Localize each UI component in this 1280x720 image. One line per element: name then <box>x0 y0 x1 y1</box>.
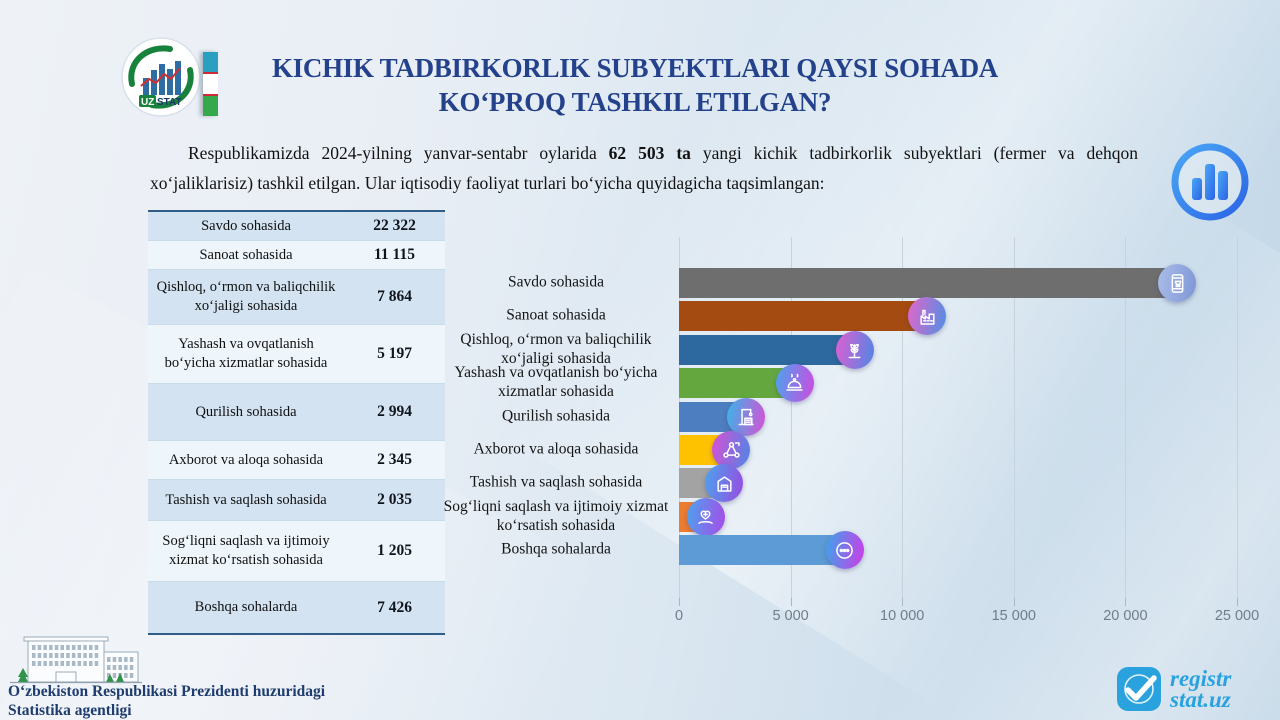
svg-text:UZ: UZ <box>141 97 154 108</box>
table-row-label: Sanoat sohasida <box>199 246 293 263</box>
table-row: Tashish va saqlash sohasida 2 035 <box>148 479 445 520</box>
uzbekistan-flag <box>203 52 218 116</box>
registr-wordmark: registr stat.uz <box>1170 665 1232 712</box>
gridline <box>1013 237 1015 598</box>
page-title-line2: KOʻPROQ TASHKIL ETILGAN? <box>438 86 832 117</box>
table-row-value: 2 035 <box>377 491 412 508</box>
table-row: Qishloq, oʻrmon va baliqchilik xoʻjaligi… <box>148 269 445 324</box>
axis-tick-label: 25 000 <box>1214 608 1260 624</box>
table-row-value: 2 994 <box>377 403 412 420</box>
uzstat-logo: UZ STAT <box>120 36 202 123</box>
bar-3 <box>679 334 855 365</box>
axis-tick-label: 10 000 <box>880 608 925 624</box>
category-label: Qishloq, oʻrmon va baliqchilik xoʻjaligi… <box>460 330 652 367</box>
agency-name-line2: Statistika agentligi <box>8 702 132 720</box>
gridline <box>1125 237 1127 598</box>
registr-statuz-logo: registr stat.uz <box>1116 666 1231 712</box>
table-row-label: Yashash va ovqatlanish boʻyicha xizmatla… <box>164 336 328 371</box>
table-row-value: 7 864 <box>377 288 412 305</box>
intro-paragraph: Respublikamizda 2024-yilning yanvar-sent… <box>150 138 1138 198</box>
table-row-label: Tashish va saqlash sohasida <box>165 491 327 508</box>
table-row-label: Qurilish sohasida <box>195 403 297 420</box>
table-row: Savdo sohasida 22 322 <box>148 212 445 240</box>
agency-name-line1: Oʻzbekiston Respublikasi Prezidenti huzu… <box>8 683 326 700</box>
intro-text: Respublikamizda 2024-yilning yanvar-sent… <box>188 143 609 163</box>
bar-2 <box>679 301 928 332</box>
network-icon <box>712 431 751 469</box>
table-row-label: Savdo sohasida <box>201 217 291 234</box>
table-row-value: 2 345 <box>377 451 412 468</box>
axis-tick-label: 0 <box>674 608 684 624</box>
table-row-label: Sogʻliqni saqlash va ijtimoiy xizmat koʻ… <box>162 533 330 568</box>
table-row: Yashash va ovqatlanish boʻyicha xizmatla… <box>148 324 445 383</box>
table-row: Axborot va aloqa sohasida 2 345 <box>148 440 445 479</box>
table-row: Boshqa sohalarda 7 426 <box>148 581 445 633</box>
table-row-value: 1 205 <box>377 542 412 559</box>
page-title-line1: KICHIK TADBIRKORLIK SUBYEKTLARI QAYSI SO… <box>272 53 998 83</box>
table-row-value: 7 426 <box>377 598 412 616</box>
factory-icon <box>908 297 947 336</box>
axis-tick <box>1013 598 1015 606</box>
gridline <box>1237 237 1238 598</box>
bar-9 <box>679 535 845 566</box>
axis-tick <box>679 598 680 606</box>
intro-highlight-value: 62 503 ta <box>608 143 691 163</box>
category-label: Axborot va aloqa sohasida <box>473 440 639 458</box>
category-label: Sogʻliqni saqlash va ijtimoiy xizmat koʻ… <box>443 497 669 534</box>
category-label: Qurilish sohasida <box>501 407 611 425</box>
axis-tick <box>902 598 904 606</box>
uzstat-logo-icon: UZ STAT <box>121 37 201 117</box>
svg-text:STAT: STAT <box>157 97 182 108</box>
table-row-value: 11 115 <box>374 246 415 263</box>
registr-line2: stat.uz <box>1170 687 1231 712</box>
category-label: Tashish va saqlash sohasida <box>469 473 643 491</box>
table-row-value: 5 197 <box>377 345 412 362</box>
bar-4 <box>679 368 795 399</box>
intro-text: yangi kichik tadbirkorlik subyektlari (f… <box>150 143 1139 194</box>
category-label: Sanoat sohasida <box>506 306 606 324</box>
ellipsis-icon <box>825 531 864 570</box>
category-label: Savdo sohasida <box>507 273 604 291</box>
table-row: Sogʻliqni saqlash va ijtimoiy xizmat koʻ… <box>148 520 445 581</box>
government-building-illustration <box>6 628 146 695</box>
table-row-label: Qishloq, oʻrmon va baliqchilik xoʻjaligi… <box>156 279 336 314</box>
axis-tick <box>790 598 792 606</box>
axis-tick-label: 15 000 <box>991 608 1036 624</box>
phone-shop-icon <box>1158 264 1197 302</box>
gridline <box>902 237 904 598</box>
axis-tick-label: 20 000 <box>1103 608 1148 624</box>
warehouse-icon <box>705 464 744 503</box>
registr-line1: registr <box>1170 665 1232 691</box>
page-title: KICHIK TADBIRKORLIK SUBYEKTLARI QAYSI SO… <box>235 52 1035 120</box>
table-row: Sanoat sohasida 11 115 <box>148 240 445 269</box>
gridline <box>790 237 792 598</box>
axis-tick <box>1125 598 1127 606</box>
axis-tick-label: 5 000 <box>772 608 809 624</box>
bar-chart-icon <box>1166 138 1254 231</box>
table-row-label: Boshqa sohalarda <box>194 599 298 616</box>
crane-icon <box>726 397 765 436</box>
category-label: Yashash va ovqatlanish boʻyicha xizmatla… <box>454 364 658 401</box>
table-row-value: 22 322 <box>373 217 416 234</box>
bar-1 <box>679 268 1178 298</box>
checkmark-icon <box>1117 667 1161 711</box>
table-row: Qurilish sohasida 2 994 <box>148 383 445 440</box>
wheat-icon <box>835 330 874 369</box>
food-dome-icon <box>775 364 814 403</box>
industry-table: Savdo sohasida 22 322 Sanoat sohasida 11 11… <box>148 210 445 635</box>
category-label: Boshqa sohalarda <box>501 540 611 558</box>
health-hand-icon <box>686 497 725 536</box>
table-row-label: Axborot va aloqa sohasida <box>168 451 324 468</box>
axis-tick <box>1237 598 1238 606</box>
agency-name: Oʻzbekiston Respublikasi Prezidenti huzu… <box>8 682 368 720</box>
